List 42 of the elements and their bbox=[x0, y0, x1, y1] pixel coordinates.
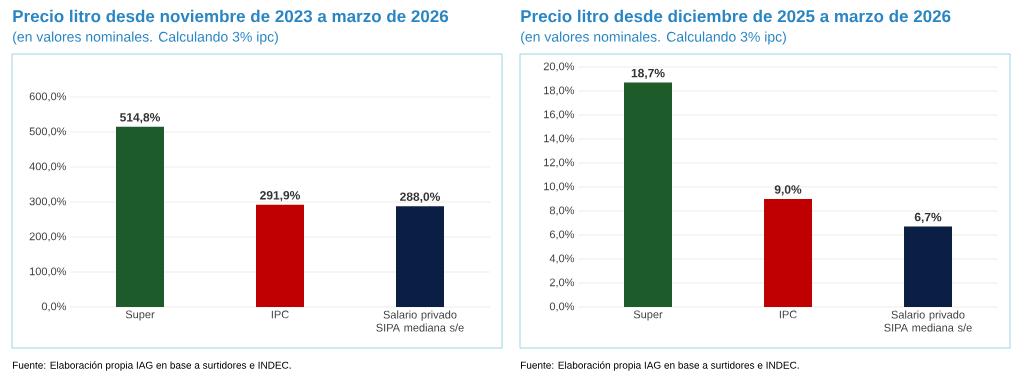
chart-title: Precio litro desde diciembre de 2025 a marzo de 2026 bbox=[521, 9, 951, 23]
bar bbox=[904, 226, 953, 307]
data-label: 18,7% bbox=[631, 68, 665, 80]
x-tick-label: IPC bbox=[779, 310, 797, 319]
x-tick-label: Salario privado SIPA mediana s/e bbox=[884, 310, 972, 332]
bar bbox=[624, 82, 673, 307]
y-tick-label: 600,0% bbox=[29, 92, 67, 102]
y-tick-label: 400,0% bbox=[29, 162, 67, 172]
bar bbox=[764, 199, 813, 307]
y-tick-label: 0,0% bbox=[41, 302, 67, 312]
x-tick-label: IPC bbox=[271, 310, 289, 319]
y-tick-label: 2,0% bbox=[549, 278, 575, 288]
y-tick-label: 20,0% bbox=[543, 62, 575, 72]
data-label: 6,7% bbox=[914, 212, 942, 224]
y-tick-label: 18,0% bbox=[544, 86, 575, 96]
bar bbox=[256, 204, 304, 307]
y-tick-label: 6,0% bbox=[549, 230, 575, 240]
data-label: 288,0% bbox=[400, 192, 441, 203]
y-tick-label: 16,0% bbox=[544, 110, 575, 120]
data-label: 9,0% bbox=[774, 185, 802, 196]
y-tick-label: 10,0% bbox=[544, 182, 575, 192]
y-tick-label: 100,0% bbox=[29, 267, 67, 277]
source-note: Fuente: Elaboración propia IAG en base a surtidores e INDEC. bbox=[521, 361, 799, 371]
y-tick-label: 500,0% bbox=[29, 127, 67, 137]
source-note: Fuente: Elaboración propia IAG en base a surtidores e INDEC. bbox=[13, 361, 291, 371]
chart-subtitle: (en valores nominales. Calculando 3% ipc) bbox=[13, 31, 278, 45]
y-tick-label: 0,0% bbox=[549, 302, 575, 312]
y-tick-label: 12,0% bbox=[544, 158, 575, 168]
x-tick-label: Salario privado SIPA mediana s/e bbox=[376, 310, 464, 332]
x-tick-label: Super bbox=[125, 310, 155, 321]
y-tick-label: 200,0% bbox=[29, 232, 67, 242]
y-tick-label: 300,0% bbox=[29, 197, 67, 207]
y-tick-label: 14,0% bbox=[544, 134, 575, 144]
bar bbox=[396, 206, 444, 307]
y-tick-label: 8,0% bbox=[549, 206, 575, 216]
chart-subtitle: (en valores nominales. Calculando 3% ipc) bbox=[521, 31, 786, 45]
y-tick-label: 4,0% bbox=[549, 254, 575, 264]
bar bbox=[116, 126, 165, 307]
chart-title: Precio litro desde noviembre de 2023 a marzo de 2026 bbox=[13, 9, 449, 23]
x-tick-label: Super bbox=[633, 310, 663, 321]
data-label: 514,8% bbox=[120, 113, 161, 124]
data-label: 291,9% bbox=[260, 191, 301, 202]
